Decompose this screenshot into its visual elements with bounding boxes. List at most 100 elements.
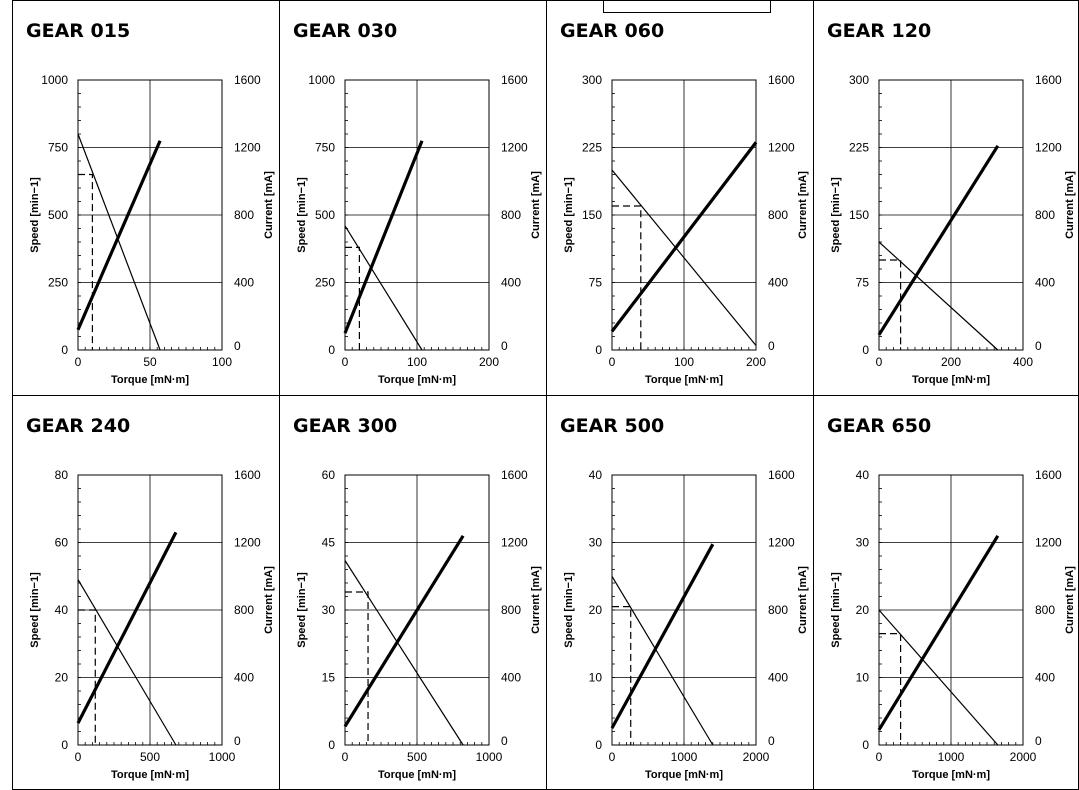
chart-svg: GEAR 300 0 15 30 45 60 0 400 800 1200 1600 0 500 1000…	[293, 415, 542, 781]
y-right-tick-label: 1600	[1035, 468, 1062, 482]
y-left-tick-label: 1000	[41, 73, 68, 87]
x-tick-label: 2000	[1010, 750, 1037, 764]
chart-panel-gear-500: GEAR 500 0 10 20 30 40 0 400 800 1200 1600 0 1000 200…	[546, 395, 814, 790]
plot-frame	[77, 79, 223, 351]
y-right-tick-label: 0	[234, 734, 241, 748]
rated-point-dashed-line	[345, 591, 369, 745]
chart-title: GEAR 650	[827, 415, 931, 437]
chart-svg: GEAR 030 0 250 500 750 1000 0 400 800 1200 1600 0 10…	[293, 20, 542, 386]
x-tick-label: 1000	[671, 750, 698, 764]
x-tick-label: 100	[407, 355, 427, 369]
x-tick-label: 1000	[938, 750, 965, 764]
y-right-tick-label: 400	[234, 671, 254, 685]
y-right-tick-label: 0	[768, 339, 775, 353]
speed-line	[77, 579, 177, 746]
x-tick-label: 0	[342, 355, 349, 369]
y-left-axis-label: Speed [min−1]	[830, 177, 842, 253]
y-left-axis-label: Speed [min−1]	[29, 177, 41, 253]
y-left-tick-label: 40	[55, 603, 69, 617]
x-axis-label: Torque [mN·m]	[645, 374, 723, 386]
y-left-tick-label: 40	[856, 468, 870, 482]
chart-panel-gear-060: GEAR 060 0 75 150 225 300 0 400 800 1200 1600 0 100 2…	[546, 0, 814, 396]
y-right-axis-label: Current [mA]	[530, 566, 542, 634]
chart-grid: GEAR 015 0 250 500 750 1000 0 400 800 1200 1600 0 50…	[12, 0, 1079, 790]
y-right-tick-label: 1200	[234, 536, 261, 550]
y-right-tick-label: 0	[1035, 734, 1042, 748]
y-left-tick-label: 500	[315, 208, 335, 222]
y-left-tick-label: 30	[856, 536, 870, 550]
y-right-tick-label: 400	[768, 671, 788, 685]
chart-title: GEAR 500	[560, 415, 664, 437]
speed-line	[611, 169, 757, 346]
y-right-axis-label: Current [mA]	[530, 171, 542, 239]
y-left-tick-label: 10	[589, 671, 603, 685]
y-left-tick-label: 250	[48, 276, 68, 290]
x-tick-label: 0	[609, 750, 616, 764]
y-right-tick-label: 1200	[1035, 536, 1062, 550]
rated-point-dashed-line	[612, 606, 632, 745]
rated-point-dashed-line	[345, 246, 361, 350]
x-tick-label: 100	[674, 355, 694, 369]
y-right-tick-label: 1200	[234, 141, 261, 155]
y-left-tick-label: 1000	[308, 73, 335, 87]
x-tick-label: 200	[746, 355, 766, 369]
x-tick-label: 2000	[743, 750, 770, 764]
y-left-tick-label: 300	[849, 73, 869, 87]
y-right-axis-label: Current [mA]	[263, 566, 275, 634]
y-right-tick-label: 0	[768, 734, 775, 748]
y-left-axis-label: Speed [min−1]	[563, 177, 575, 253]
x-tick-label: 50	[143, 355, 157, 369]
y-left-tick-label: 20	[55, 671, 69, 685]
y-right-axis-label: Current [mA]	[797, 566, 809, 634]
y-right-tick-label: 1600	[768, 468, 795, 482]
y-right-tick-label: 0	[234, 339, 241, 353]
y-right-tick-label: 400	[501, 671, 521, 685]
current-line	[877, 144, 1000, 336]
chart-title: GEAR 300	[293, 415, 397, 437]
chart-panel-gear-650: GEAR 650 0 10 20 30 40 0 400 800 1200 1600 0 1000 200…	[813, 395, 1079, 790]
y-left-axis-label: Speed [min−1]	[296, 572, 308, 648]
x-tick-label: 1000	[209, 750, 236, 764]
y-right-tick-label: 800	[1035, 208, 1055, 222]
current-line	[343, 140, 424, 334]
y-right-tick-label: 400	[234, 276, 254, 290]
y-left-tick-label: 75	[856, 276, 870, 290]
y-right-tick-label: 400	[768, 276, 788, 290]
y-right-axis-label: Current [mA]	[1064, 171, 1076, 239]
x-tick-label: 0	[876, 355, 883, 369]
y-left-tick-label: 20	[856, 603, 870, 617]
current-line	[877, 534, 1000, 731]
y-right-axis-label: Current [mA]	[263, 171, 275, 239]
y-left-tick-label: 45	[322, 536, 336, 550]
y-left-tick-label: 225	[849, 141, 869, 155]
y-right-tick-label: 800	[234, 603, 254, 617]
chart-panel-gear-120: GEAR 120 0 75 150 225 300 0 400 800 1200 1600 0 200 4…	[813, 0, 1079, 396]
y-left-tick-label: 750	[48, 141, 68, 155]
x-tick-label: 500	[407, 750, 427, 764]
y-left-axis-label: Speed [min−1]	[296, 177, 308, 253]
y-left-tick-label: 0	[862, 343, 869, 357]
chart-title: GEAR 120	[827, 20, 931, 42]
y-right-tick-label: 800	[768, 603, 788, 617]
x-tick-label: 0	[75, 750, 82, 764]
y-right-tick-label: 400	[1035, 671, 1055, 685]
speed-line	[344, 560, 464, 746]
x-axis-label: Torque [mN·m]	[111, 374, 189, 386]
x-axis-label: Torque [mN·m]	[912, 769, 990, 781]
y-left-tick-label: 750	[315, 141, 335, 155]
y-right-tick-label: 800	[1035, 603, 1055, 617]
x-tick-label: 1000	[476, 750, 503, 764]
chart-panel-gear-240: GEAR 240 0 20 40 60 80 0 400 800 1200 1600 0 500 1000…	[12, 395, 280, 790]
x-tick-label: 200	[941, 355, 961, 369]
plot-frame	[611, 79, 757, 351]
y-right-tick-label: 1600	[1035, 73, 1062, 87]
chart-panel-gear-300: GEAR 300 0 15 30 45 60 0 400 800 1200 1600 0 500 1000…	[279, 395, 547, 790]
rated-point-dashed-line	[612, 205, 642, 350]
y-left-tick-label: 500	[48, 208, 68, 222]
x-axis-label: Torque [mN·m]	[645, 769, 723, 781]
y-left-tick-label: 60	[322, 468, 336, 482]
y-right-tick-label: 0	[1035, 339, 1042, 353]
y-left-tick-label: 0	[328, 738, 335, 752]
y-left-axis-label: Speed [min−1]	[563, 572, 575, 648]
